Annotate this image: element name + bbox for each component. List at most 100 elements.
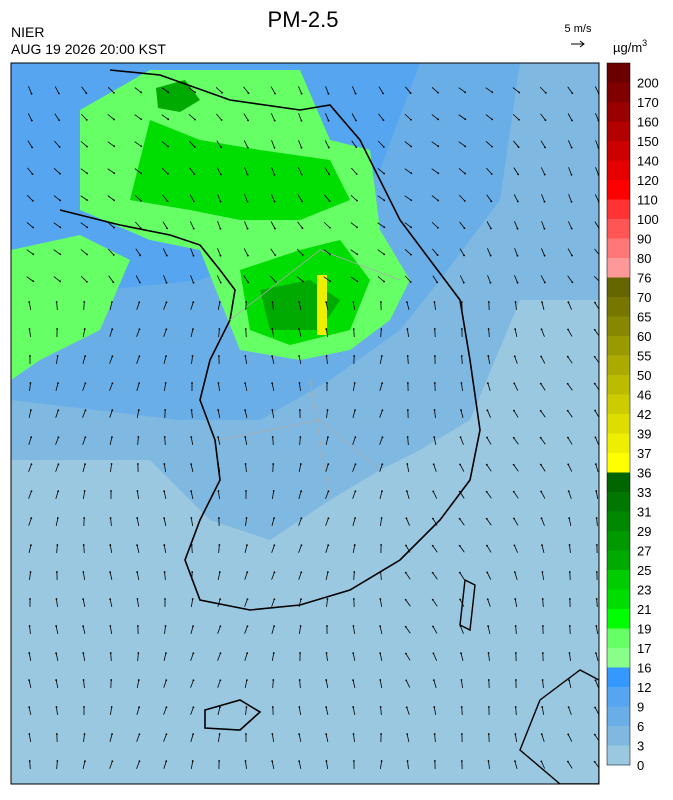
wind-arrow-head	[383, 119, 385, 121]
wind-arrow-head	[433, 436, 435, 438]
wind-arrow-head	[30, 571, 32, 573]
wind-arrow-head	[140, 118, 142, 120]
wind-arrow-head	[219, 706, 221, 708]
wind-arrow-head	[327, 544, 329, 546]
wind-arrow-head	[325, 679, 327, 681]
wind-arrow-head	[247, 281, 249, 283]
wind-arrow-head	[247, 174, 249, 176]
wind-arrow-head	[569, 652, 571, 654]
colorbar-swatch	[607, 590, 630, 610]
wind-arrow-head	[542, 598, 544, 600]
wind-arrow-head	[594, 436, 596, 438]
wind-arrow	[273, 680, 274, 688]
wind-arrow-head	[406, 733, 408, 735]
wind-arrow-head	[56, 571, 58, 573]
wind-arrow-head	[464, 145, 466, 147]
wind-arrow-head	[514, 760, 516, 762]
unit: µg/m3	[613, 38, 647, 55]
wind-arrow-head	[433, 679, 435, 681]
wind-arrow-head	[382, 436, 384, 438]
wind-arrow-head	[540, 383, 542, 385]
wind-arrow-head	[167, 173, 169, 175]
wind-arrow-head	[355, 120, 357, 122]
wind-arrow-head	[513, 544, 515, 546]
wind-arrow-head	[166, 301, 168, 303]
wind-arrow-head	[137, 463, 139, 465]
wind-arrow-head	[329, 280, 331, 282]
wind-arrow-head	[139, 282, 141, 284]
wind-arrow-head	[136, 571, 138, 573]
wind-arrow-head	[56, 328, 58, 330]
wind-arrow-head	[138, 679, 140, 681]
colorbar-swatch	[607, 726, 630, 746]
wind-arrow-head	[138, 301, 140, 303]
wind-arrow-head	[327, 598, 329, 600]
wind-arrow-head	[190, 490, 192, 492]
wind-arrow-head	[110, 652, 112, 654]
wind-arrow-head	[383, 226, 385, 228]
wind-arrow-head	[540, 437, 542, 439]
wind-arrow-head	[432, 518, 434, 520]
wind-arrow-head	[219, 679, 221, 681]
wind-arrow-head	[193, 255, 195, 257]
wind-arrow-head	[488, 301, 490, 303]
wind-arrow-head	[137, 436, 139, 438]
wind-arrow-head	[407, 436, 409, 438]
wind-arrow-head	[298, 733, 300, 735]
colorbar-swatch	[607, 512, 630, 532]
wind-arrow-head	[325, 760, 327, 762]
wind-arrow-head	[298, 760, 300, 762]
wind-arrow-head	[29, 328, 31, 330]
wind-arrow-head	[569, 544, 571, 546]
wind-arrow-head	[380, 571, 382, 573]
wind-arrow-head	[410, 146, 412, 148]
wind-arrow-head	[271, 760, 273, 762]
wind-arrow-head	[327, 436, 329, 438]
colorbar-swatch	[607, 668, 630, 688]
wind-arrow-head	[329, 227, 331, 229]
wind-arrow-head	[164, 571, 166, 573]
wind-arrow-head	[542, 679, 544, 681]
wind-arrow-head	[246, 652, 248, 654]
wind-arrow-head	[192, 328, 194, 330]
wind-arrow-head	[488, 706, 490, 708]
colorbar-swatch	[607, 453, 630, 473]
wind-arrow-head	[487, 598, 489, 600]
wind-arrow-head	[437, 145, 439, 147]
wind-arrow-head	[301, 544, 303, 546]
wind-arrow-head	[437, 92, 439, 94]
wind-arrow-head	[192, 652, 194, 654]
wind-arrow-head	[595, 652, 597, 654]
wind-arrow-head	[110, 679, 112, 681]
wind-arrow-head	[379, 679, 381, 681]
wind-arrow-head	[273, 652, 275, 654]
wind-arrow-head	[299, 382, 301, 384]
wind-arrow-head	[383, 199, 385, 201]
wind-arrow-head	[379, 598, 381, 600]
colorbar-swatch	[607, 278, 630, 298]
wind-arrow-head	[273, 544, 275, 546]
wind-arrow-head	[83, 517, 85, 519]
wind-arrow-head	[381, 409, 383, 411]
title: PM-2.5	[268, 7, 339, 32]
wind-arrow-head	[328, 93, 330, 95]
wind-arrow-head	[327, 463, 329, 465]
wind-arrow-head	[410, 172, 412, 174]
wind-arrow-head	[58, 436, 60, 438]
wind-arrow-head	[515, 625, 517, 627]
wind-arrow-head	[274, 254, 276, 256]
wind-arrow-head	[218, 490, 220, 492]
timestamp: AUG 19 2026 20:00 KST	[11, 41, 166, 57]
wind-arrow-head	[568, 517, 570, 519]
colorbar-swatch	[607, 746, 630, 766]
wind-arrow-head	[302, 227, 304, 229]
wind-arrow-head	[328, 490, 330, 492]
wind-arrow-head	[244, 382, 246, 384]
wind-arrow-head	[32, 173, 34, 175]
wind-arrow-head	[112, 281, 114, 283]
wind-arrow-head	[113, 199, 115, 201]
wind-arrow-head	[461, 301, 463, 303]
wind-arrow-head	[30, 436, 32, 438]
wind-arrow-head	[83, 544, 85, 546]
wind-arrow-head	[545, 119, 547, 121]
